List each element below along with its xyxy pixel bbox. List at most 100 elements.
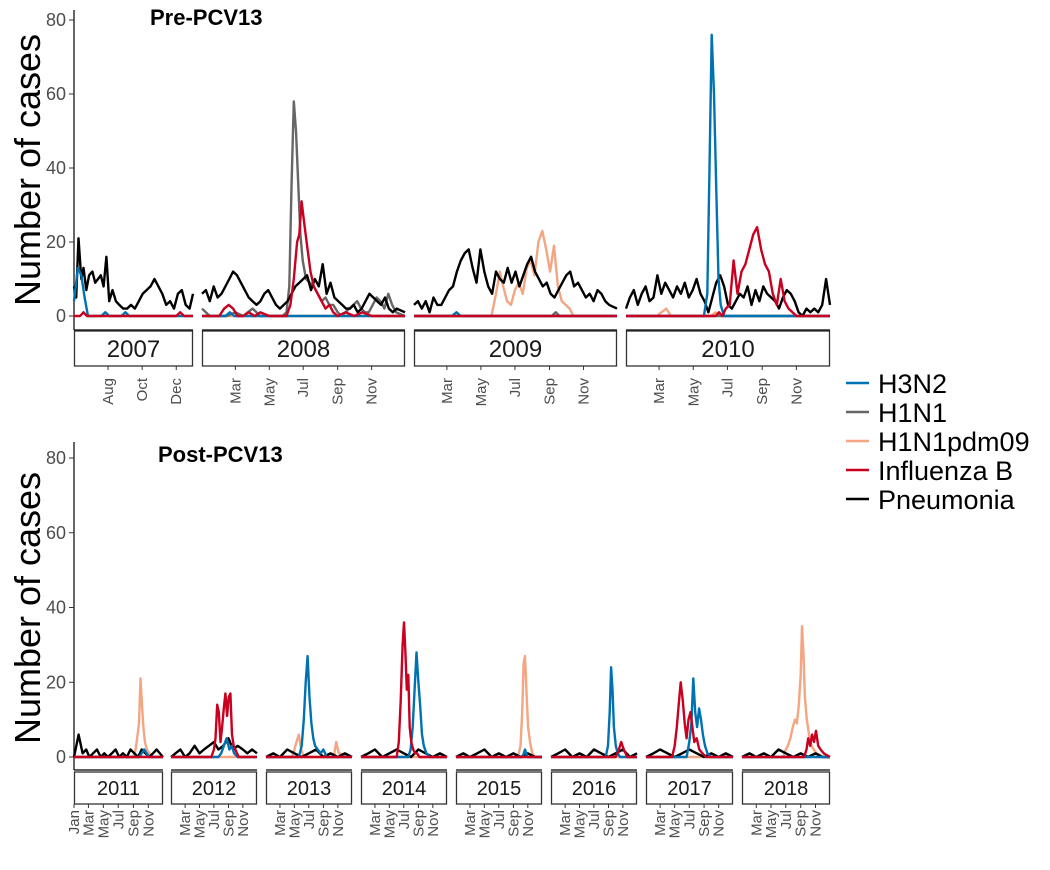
x-tick-label: Jul [586,810,603,829]
facet-2008: 2008 Mar May Jul Sep Nov [201,100,406,406]
x-tick-label: Sep [793,810,810,837]
facet-strip-label: 2012 [192,778,237,800]
y-tick-label: 40 [46,598,66,618]
x-tick-label: Oct [134,377,151,401]
y-tick-label: 40 [46,158,66,178]
panel-pre-pcv13: Pre-PCV13 Number of cases 0 20 40 60 80 2007 A… [7,5,832,407]
x-tick-label: Mar [748,810,765,836]
facet-strip-label: 2014 [382,778,427,800]
legend-label: Pneumonia [878,485,1016,515]
y-tick-label: 80 [46,448,66,468]
series-line-h1n1pdm09 [456,654,542,759]
y-tick-label: 80 [46,10,66,30]
x-tick-label: Sep [600,810,617,837]
x-tick-label: Jul [491,810,508,829]
series-line-h3n2 [361,651,447,759]
x-tick-label: Nov [615,810,632,837]
x-tick-label: Jul [681,810,698,829]
series-line-pneumonia [201,263,406,314]
x-tick-label: Jul [719,378,736,397]
facet-strip-label: 2007 [107,336,160,363]
facet-strip-label: 2017 [667,778,712,800]
series-line-influenza-b [202,200,405,318]
x-tick-label: Nov [576,378,593,405]
facet-strip-label: 2011 [97,778,140,800]
x-tick-label: May [763,810,780,839]
x-tick-label: Mar [557,810,574,836]
series-line-influenza-b [626,225,830,318]
x-tick-label: Mar [227,378,244,404]
series-line-h1n1pdm09 [74,677,163,759]
series-line-pneumonia [72,237,195,310]
panel-title-pre: Pre-PCV13 [150,5,263,30]
series-line-h1n1pdm09 [742,625,830,759]
series-line-influenza-b [171,692,257,759]
series-line-influenza-b [551,740,637,759]
x-tick-label: Nov [788,378,805,405]
facet-strip-label: 2010 [701,336,754,363]
series-line-h3n2 [551,666,637,759]
x-tick-label: Nov [330,810,347,837]
x-tick-label: Jul [110,810,127,829]
x-tick-label: May [685,378,702,407]
facet-strip [360,771,448,805]
y-tick-label: 20 [46,232,66,252]
facet-strip [741,771,831,805]
x-tick-label: May [667,810,684,839]
x-tick-label: Sep [410,810,427,837]
legend-label: H3N2 [878,369,947,399]
x-tick-label: Nov [425,810,442,837]
x-tick-label: Nov [807,810,824,837]
x-tick-label: Jul [396,810,413,829]
series-line-pneumonia [413,248,618,314]
facet-2007: 2007 Aug Oct Dec [72,237,195,405]
facet-strip-label: 2016 [572,778,617,800]
x-tick-label: Sep [696,810,713,837]
series-line-influenza-b [74,311,193,318]
x-tick-label: Jul [295,378,312,397]
facet-strip-label: 2018 [764,778,809,800]
facet-strip [73,330,194,367]
x-tick-label: Nov [711,810,728,837]
y-tick-label: 20 [46,672,66,692]
facet-2009: 2009 Mar May Jul Sep Nov [413,229,618,406]
x-tick-label: Jul [301,810,318,829]
x-tick-label: Sep [754,378,771,405]
facet-strip-label: 2008 [277,336,330,363]
series-line-influenza-b [742,729,831,759]
x-tick-label: Mar [80,810,97,836]
series-line-pneumonia [624,274,832,318]
x-tick-label: Mar [652,810,669,836]
y-tick-label: 0 [56,747,66,767]
x-tick-label: May [192,810,209,839]
facet-strip [625,330,831,367]
series-line-influenza-b [361,621,447,759]
x-tick-label: Nov [235,810,252,837]
y-tick-label: 60 [46,523,66,543]
facet-strip [170,771,258,805]
x-tick-label: Sep [330,378,347,405]
x-tick-label: Nov [140,810,157,837]
x-tick-label: Jul [206,810,223,829]
x-tick-label: May [476,810,493,839]
x-tick-label: Sep [125,810,142,837]
x-tick-label: Jul [778,810,795,829]
x-tick-label: May [381,810,398,839]
series-line-h3n2 [171,737,257,759]
x-tick-label: Sep [542,378,559,405]
legend-label: H1N1 [878,398,947,428]
y-tick-label: 60 [46,84,66,104]
series-line-h3n2 [266,654,352,759]
x-tick-label: Sep [505,810,522,837]
x-tick-label: May [572,810,589,839]
